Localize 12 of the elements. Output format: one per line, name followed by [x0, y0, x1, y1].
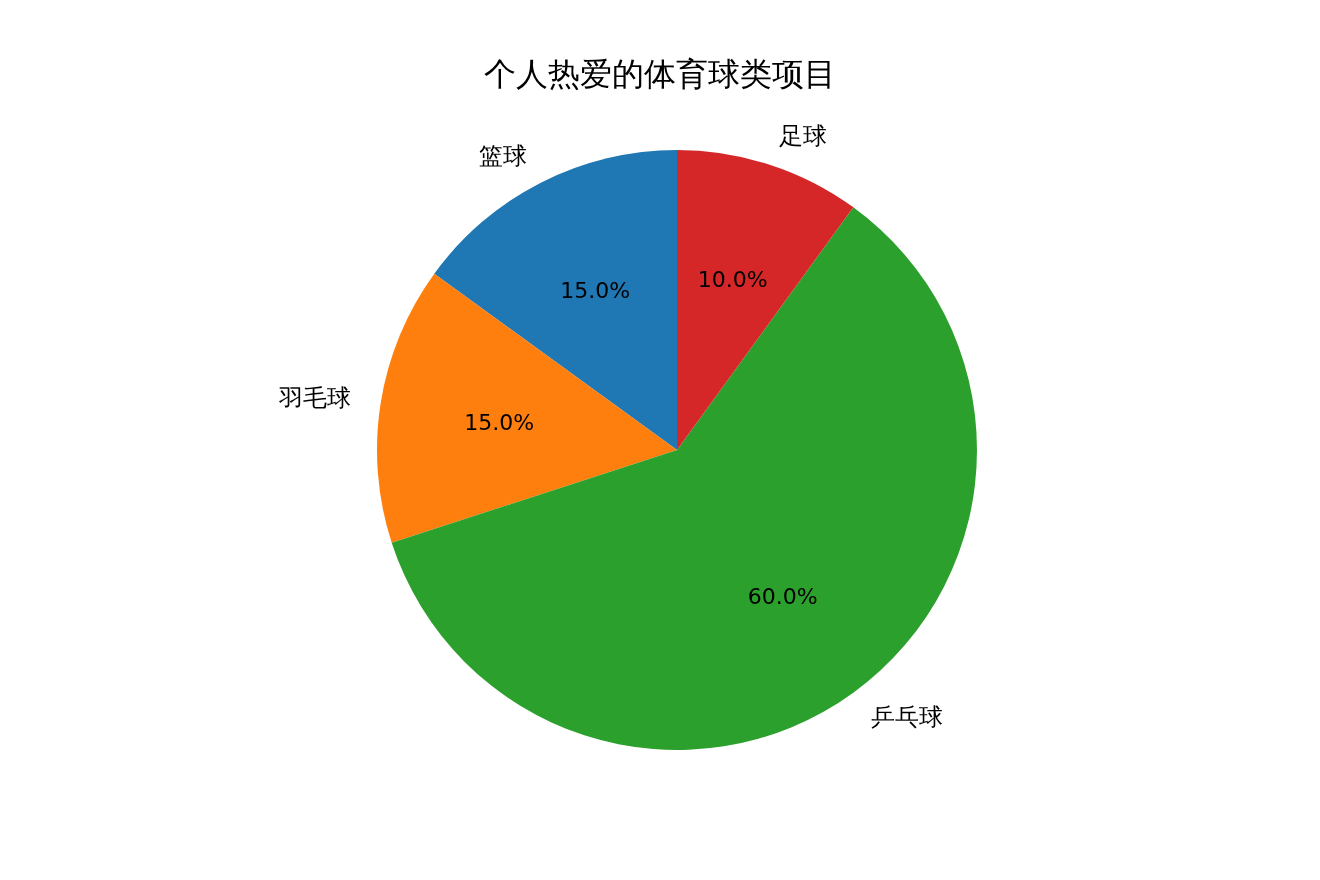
pie-slice: [391, 207, 977, 750]
slice-label: 羽毛球: [278, 384, 352, 413]
chart-title: 个人热爱的体育球类项目: [484, 55, 836, 93]
data-label: 15.0%: [464, 409, 535, 435]
slice-label: 篮球: [479, 141, 528, 170]
data-label: 60.0%: [747, 583, 818, 609]
pie-slice: [677, 150, 854, 450]
slice-label: 足球: [778, 122, 827, 151]
pie-slice: [377, 273, 677, 543]
data-label: 15.0%: [560, 277, 631, 303]
slice-label: 乒乓球: [870, 702, 943, 731]
data-label: 10.0%: [697, 266, 768, 292]
